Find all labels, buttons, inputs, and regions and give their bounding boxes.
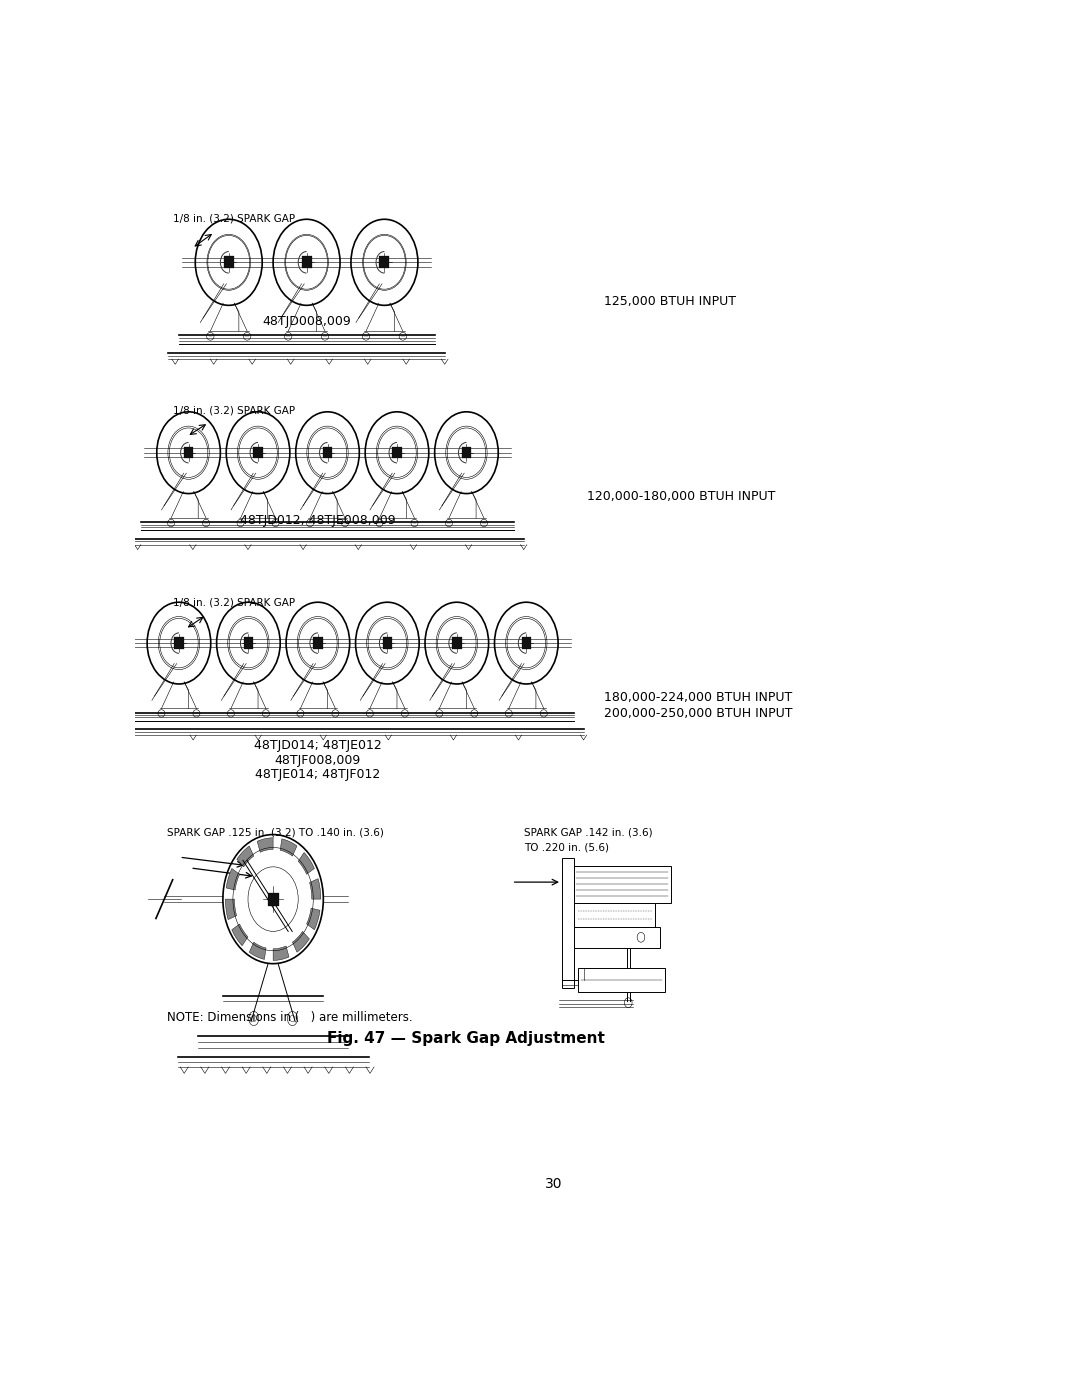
Wedge shape (293, 932, 309, 953)
Wedge shape (298, 852, 314, 875)
Wedge shape (237, 847, 254, 866)
Wedge shape (257, 838, 273, 852)
Text: 1/8 in. (3.2) SPARK GAP: 1/8 in. (3.2) SPARK GAP (173, 598, 295, 608)
Wedge shape (226, 869, 240, 890)
Text: NOTE: Dimensions in (   ) are millimeters.: NOTE: Dimensions in ( ) are millimeters. (166, 1011, 413, 1024)
Bar (575, 902, 656, 928)
Wedge shape (232, 923, 248, 946)
Bar (254, 447, 262, 458)
Bar (578, 968, 665, 992)
Text: Fig. 47 — Spark Gap Adjustment: Fig. 47 — Spark Gap Adjustment (326, 1031, 605, 1046)
Bar (453, 637, 461, 648)
Text: SPARK GAP .142 in. (3.6): SPARK GAP .142 in. (3.6) (524, 828, 652, 838)
Text: 200,000-250,000 BTUH INPUT: 200,000-250,000 BTUH INPUT (604, 707, 793, 719)
Text: 48TJD008,009: 48TJD008,009 (262, 314, 351, 328)
Bar (174, 637, 184, 648)
Text: 120,000-180,000 BTUH INPUT: 120,000-180,000 BTUH INPUT (588, 490, 775, 503)
Circle shape (248, 866, 298, 932)
Bar (562, 858, 575, 989)
Text: 1/8 in. (3.2) SPARK GAP: 1/8 in. (3.2) SPARK GAP (173, 405, 295, 415)
Wedge shape (280, 838, 297, 856)
Text: 125,000 BTUH INPUT: 125,000 BTUH INPUT (604, 295, 735, 307)
Bar (575, 866, 671, 902)
Bar (301, 256, 312, 268)
Text: TO .220 in. (5.6): TO .220 in. (5.6) (524, 842, 609, 852)
Bar (522, 637, 531, 648)
Bar (268, 893, 279, 905)
Bar (184, 447, 193, 458)
Bar (575, 928, 660, 947)
Bar (224, 256, 233, 268)
Bar (323, 447, 333, 458)
Text: 48TJD014; 48TJE012: 48TJD014; 48TJE012 (254, 739, 381, 752)
Text: 48TJD012, 48TJE008,009: 48TJD012, 48TJE008,009 (240, 514, 395, 527)
Bar (382, 637, 392, 648)
Bar (244, 637, 253, 648)
Text: 30: 30 (544, 1178, 563, 1192)
Wedge shape (226, 900, 237, 919)
Bar (313, 637, 323, 648)
Text: 1/8 in. (3.2) SPARK GAP: 1/8 in. (3.2) SPARK GAP (173, 214, 295, 224)
Text: 48TJF008,009: 48TJF008,009 (274, 754, 361, 767)
Text: 180,000-224,000 BTUH INPUT: 180,000-224,000 BTUH INPUT (604, 692, 792, 704)
Text: 48TJE014; 48TJF012: 48TJE014; 48TJF012 (255, 768, 380, 781)
Wedge shape (307, 908, 320, 930)
Wedge shape (273, 946, 289, 960)
Wedge shape (249, 942, 266, 960)
Text: SPARK GAP .125 in. (3.2) TO .140 in. (3.6): SPARK GAP .125 in. (3.2) TO .140 in. (3.… (166, 828, 383, 838)
Bar (392, 447, 402, 458)
Bar (379, 256, 390, 268)
Bar (461, 447, 471, 458)
Wedge shape (310, 879, 321, 900)
